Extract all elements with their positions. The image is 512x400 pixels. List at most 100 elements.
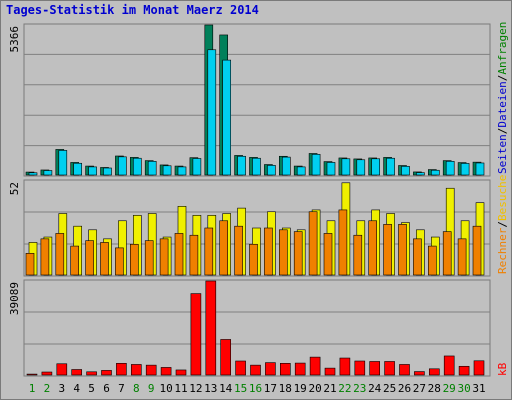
bar-kb xyxy=(175,369,187,376)
bar-rechner xyxy=(264,227,273,276)
panel-3 xyxy=(23,279,491,377)
day-label: 17 xyxy=(264,382,277,395)
bar-dateien xyxy=(58,150,68,176)
day-label: 21 xyxy=(323,382,336,395)
bar-dateien xyxy=(88,166,97,176)
bar-kb xyxy=(354,360,366,376)
bar-kb xyxy=(131,364,142,376)
right-axis-label: Rechner/Besuche xyxy=(496,175,509,274)
day-label: 23 xyxy=(353,382,366,395)
bar-dateien xyxy=(118,156,127,176)
bar-kb xyxy=(26,373,38,376)
right-axis-label-part: / xyxy=(496,75,509,82)
bar-dateien xyxy=(416,172,425,176)
bar-rechner xyxy=(278,229,288,276)
right-axis-label-part: Seiten xyxy=(496,134,509,174)
bar-dateien xyxy=(237,155,246,176)
bar-rechner xyxy=(40,238,50,276)
bar-dateien xyxy=(371,158,381,176)
bar-kb xyxy=(279,363,291,376)
bar-kb xyxy=(369,361,381,376)
day-label: 27 xyxy=(413,382,426,395)
bar-rechner xyxy=(427,245,437,276)
right-axis-label-part: / xyxy=(496,128,509,135)
bar-dateien xyxy=(177,166,187,176)
right-axis-label-part: Rechner xyxy=(496,227,509,274)
bar-dateien xyxy=(252,157,261,176)
bar-rechner xyxy=(130,243,139,276)
day-label: 19 xyxy=(294,382,307,395)
bar-rechner xyxy=(398,224,407,276)
bar-dateien xyxy=(222,59,231,176)
bar-rechner xyxy=(234,225,243,276)
bar-dateien xyxy=(162,165,172,176)
bar-dateien xyxy=(267,165,276,176)
day-label: 28 xyxy=(428,382,441,395)
bar-kb xyxy=(443,355,455,376)
day-label: 16 xyxy=(249,382,262,395)
bar-kb xyxy=(339,357,351,376)
bar-rechner xyxy=(115,247,124,276)
panel-1 xyxy=(23,23,491,177)
bar-rechner xyxy=(293,231,303,276)
day-label: 4 xyxy=(73,382,80,395)
bar-rechner xyxy=(338,209,348,276)
bar-rechner xyxy=(308,211,318,276)
bar-rechner xyxy=(457,238,467,276)
day-label: 15 xyxy=(234,382,247,395)
bar-kb xyxy=(250,364,261,376)
bar-rechner xyxy=(472,225,482,276)
day-label: 10 xyxy=(159,382,172,395)
bar-dateien xyxy=(386,157,395,176)
right-axis-label: Seiten/Dateien/Anfragen xyxy=(496,22,509,174)
day-label: 3 xyxy=(58,382,65,395)
right-axis-label-part: / xyxy=(496,221,509,228)
bar-kb xyxy=(324,367,336,376)
bar-rechner xyxy=(413,238,422,276)
bar-kb xyxy=(235,360,246,376)
bar-kb xyxy=(309,356,321,376)
bar-rechner xyxy=(353,234,363,276)
day-label: 6 xyxy=(103,382,110,395)
day-label: 5 xyxy=(88,382,95,395)
day-label: 22 xyxy=(338,382,351,395)
bar-kb xyxy=(190,293,202,376)
bar-kb xyxy=(458,365,470,376)
day-label: 18 xyxy=(279,382,292,395)
bar-dateien xyxy=(445,161,455,176)
bar-dateien xyxy=(43,170,53,176)
right-axis-label-part: Anfragen xyxy=(496,22,509,75)
bar-kb xyxy=(41,371,53,376)
bar-kb xyxy=(220,339,231,376)
day-label: 30 xyxy=(457,382,470,395)
day-label: 7 xyxy=(118,382,125,395)
bar-kb xyxy=(384,361,395,376)
day-label: 25 xyxy=(383,382,396,395)
day-label: 26 xyxy=(398,382,411,395)
bar-dateien xyxy=(103,167,112,176)
day-label: 2 xyxy=(44,382,51,395)
day-label: 29 xyxy=(443,382,456,395)
bar-kb xyxy=(101,370,112,376)
y-max-label: 39089 xyxy=(8,282,21,315)
right-axis-label: kB xyxy=(496,362,509,376)
bar-rechner xyxy=(204,227,214,276)
bar-rechner xyxy=(25,253,35,276)
day-label: 11 xyxy=(174,382,187,395)
bar-kb xyxy=(265,362,276,376)
day-label: 14 xyxy=(219,382,233,395)
bar-dateien xyxy=(192,158,202,176)
bar-kb xyxy=(205,280,217,376)
bar-rechner xyxy=(442,231,452,276)
bar-dateien xyxy=(207,49,217,176)
bar-kb xyxy=(56,363,68,376)
bar-rechner xyxy=(368,220,378,276)
bar-kb xyxy=(145,364,157,376)
right-axis-label-part: Dateien xyxy=(496,81,509,127)
bar-rechner xyxy=(219,220,228,276)
bar-kb xyxy=(71,369,82,376)
bar-rechner xyxy=(189,234,199,276)
day-label: 20 xyxy=(308,382,321,395)
bar-rechner xyxy=(85,240,94,276)
